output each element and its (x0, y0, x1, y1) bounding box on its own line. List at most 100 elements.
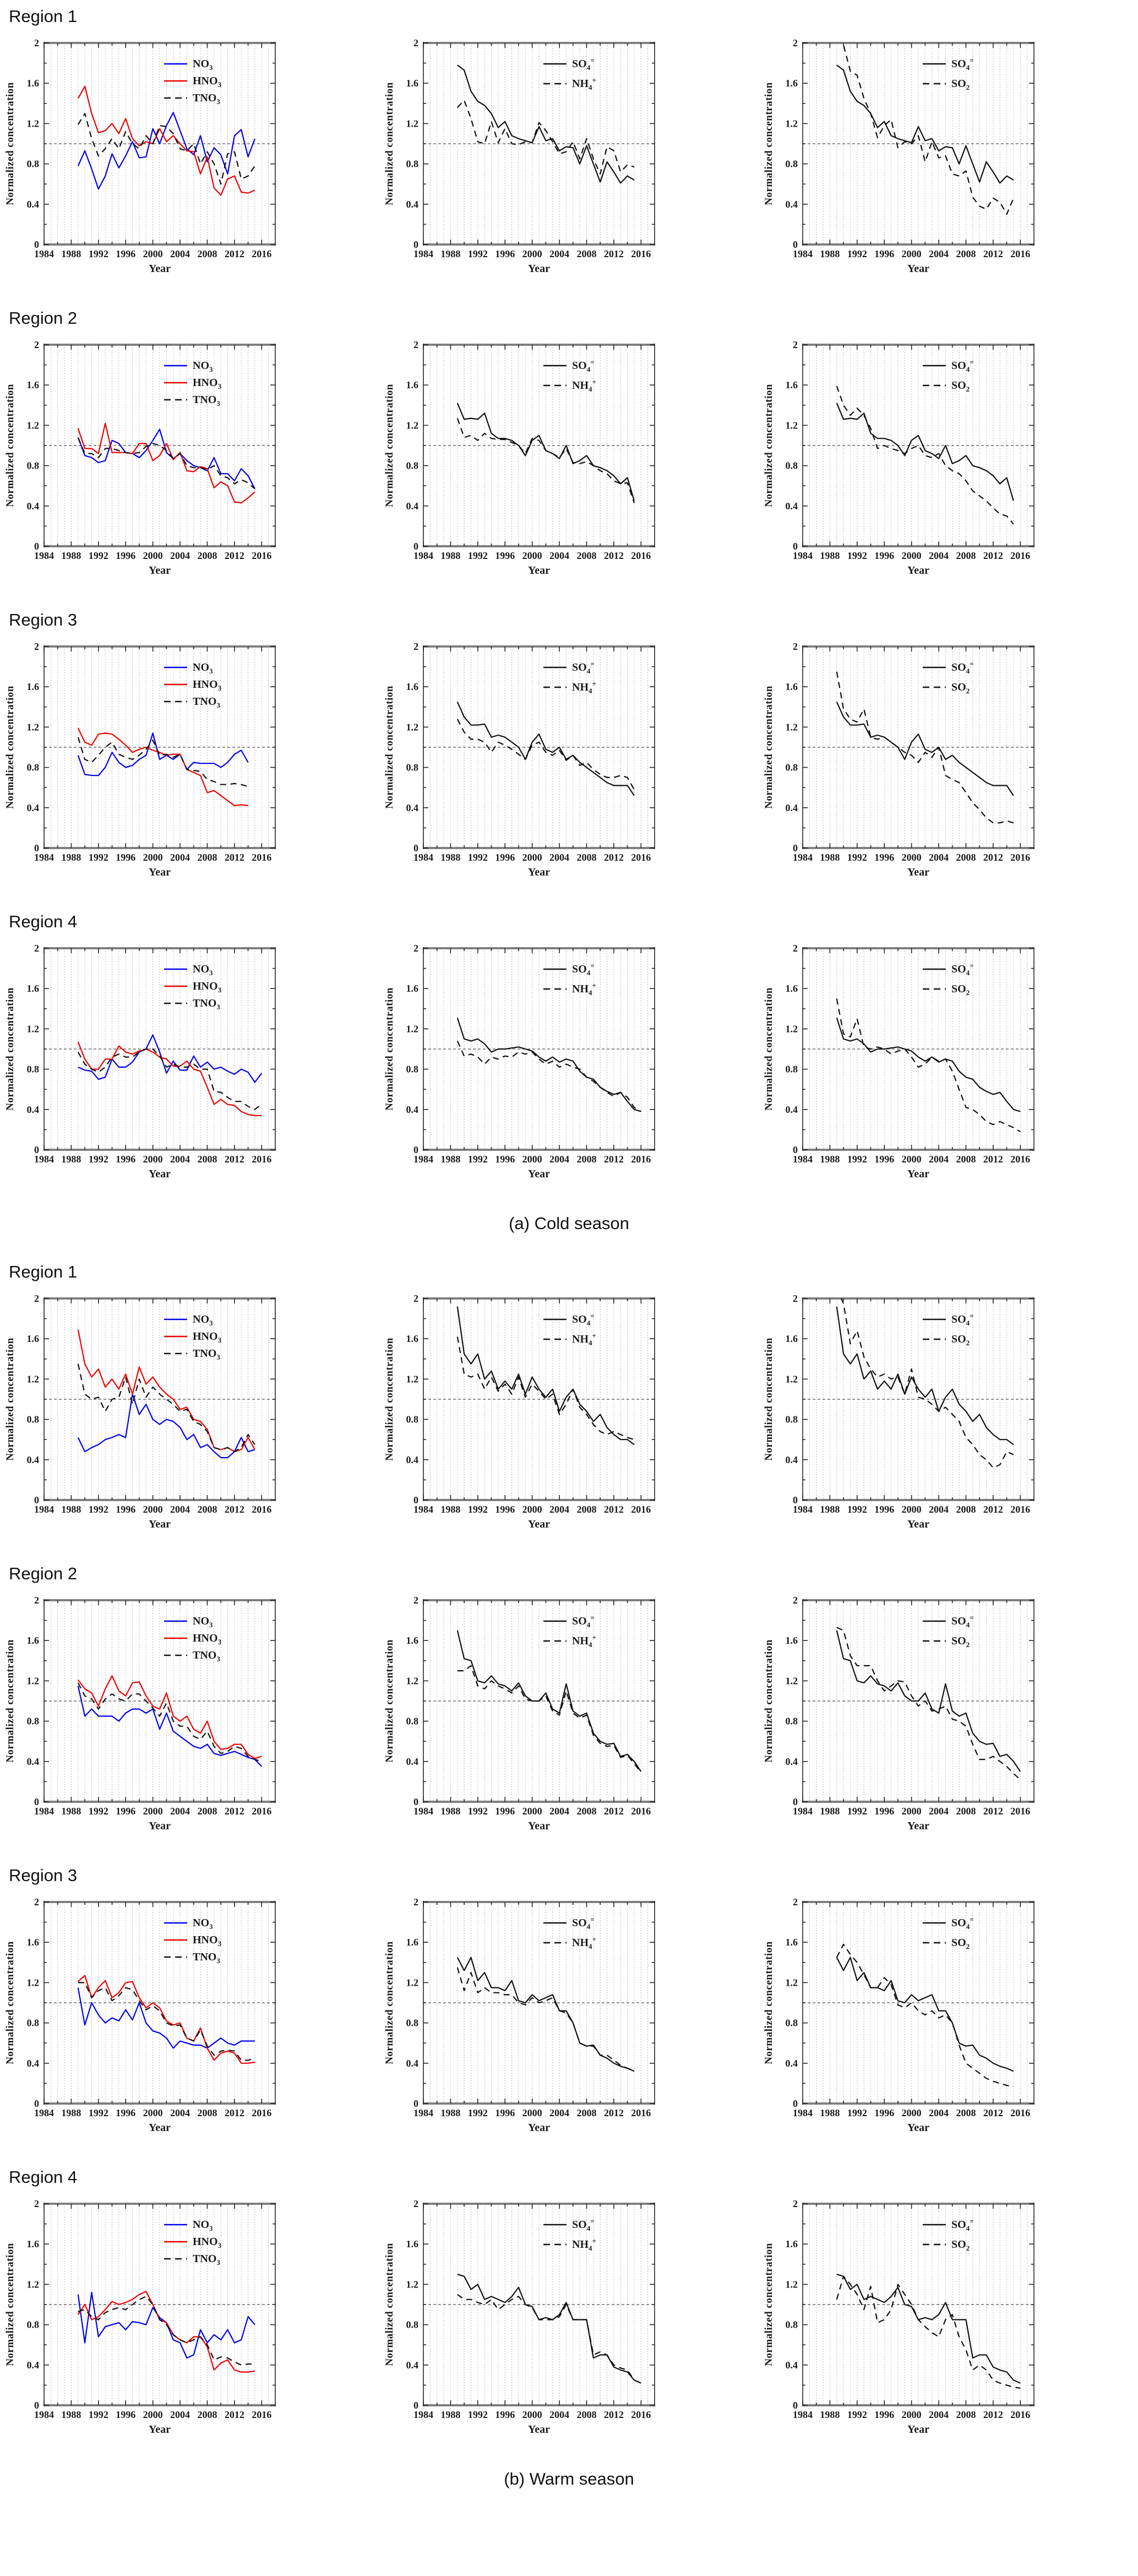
legend-label-so4: SO4= (951, 1915, 974, 1931)
x-tick-label: 2012 (983, 550, 1003, 561)
y-tick-label: 0.4 (406, 1104, 419, 1115)
region-label: Region 1 (9, 1262, 78, 1281)
chart-warm-region-4-sulfate-ammonium-panel: 1984 1988 1992 1996 2000 2004 2008 2012 2016 0 0.4… (384, 2198, 655, 2436)
region-row-warm-region-3: Region 3 1984 1988 1992 1996 2000 2004 2008 2012… (0, 1866, 1138, 2143)
y-tick-label: 0 (793, 843, 798, 854)
x-tick-label: 2000 (522, 1806, 542, 1817)
x-axis-label: Year (907, 564, 929, 577)
y-tick-label: 0.4 (27, 199, 40, 210)
x-tick-label: 1996 (495, 550, 515, 561)
x-tick-label: 2016 (631, 2107, 651, 2118)
series-so2-line (840, 1298, 1014, 1469)
x-tick-label: 1988 (440, 550, 460, 561)
x-tick-label: 1996 (874, 852, 894, 863)
y-tick-label: 1.2 (786, 721, 798, 732)
x-tick-label: 1992 (468, 1154, 488, 1165)
y-tick-label: 1.2 (27, 1023, 40, 1034)
x-tick-label: 2012 (983, 1504, 1003, 1515)
legend-label-hno3: HNO3 (193, 75, 222, 89)
y-tick-label: 0.4 (786, 1454, 798, 1465)
y-tick-label: 2 (413, 1293, 418, 1304)
legend-label-tno3: TNO3 (193, 92, 220, 106)
y-tick-label: 2 (413, 1595, 418, 1606)
x-tick-label: 1992 (847, 852, 867, 863)
x-tick-label: 2008 (197, 852, 217, 863)
x-tick-label: 2000 (143, 2409, 163, 2420)
x-tick-label: 2004 (549, 1806, 569, 1817)
y-axis-label: Normalized concentration (384, 686, 395, 809)
y-tick-label: 0.4 (27, 2360, 40, 2371)
x-tick-label: 2000 (143, 2107, 163, 2118)
panel-row: 1984 1988 1992 1996 2000 2004 2008 2012 2016 0 0.4… (0, 1593, 1138, 1841)
y-tick-label: 2 (34, 1896, 39, 1907)
x-tick-label: 1988 (820, 1504, 840, 1515)
x-tick-label: 2012 (983, 2107, 1003, 2118)
x-tick-label: 1984 (34, 248, 54, 259)
legend-label-so2: SO2 (951, 681, 970, 695)
legend-label-hno3: HNO3 (193, 678, 222, 692)
y-tick-label: 0.8 (786, 460, 798, 471)
y-tick-label: 0.8 (786, 159, 798, 170)
y-axis-label: Normalized concentration (384, 384, 395, 507)
legend-label-hno3: HNO3 (193, 1330, 222, 1344)
y-tick-label: 0.4 (406, 2058, 419, 2069)
x-axis-label: Year (149, 564, 171, 577)
y-tick-label: 1.2 (786, 1675, 798, 1686)
legend-label-no3: NO3 (193, 1917, 213, 1931)
series-tno3-line (78, 2296, 255, 2366)
chart-cold-region-1-sulfate-so2-panel: 1984 1988 1992 1996 2000 2004 2008 2012 2016 0 0.4… (763, 37, 1034, 275)
x-tick-label: 2008 (576, 550, 596, 561)
x-tick-label: 1988 (440, 248, 460, 259)
x-tick-label: 2012 (225, 1504, 244, 1515)
region-row-cold-region-2: Region 2 1984 1988 1992 1996 2000 2004 2008 2012… (0, 308, 1138, 586)
y-tick-label: 1.2 (786, 1023, 798, 1034)
y-tick-label: 0.8 (406, 1064, 419, 1075)
y-axis-label: Normalized concentration (4, 2243, 16, 2366)
y-tick-label: 2 (793, 641, 798, 652)
y-tick-label: 1.6 (786, 78, 798, 89)
x-tick-label: 1984 (793, 248, 813, 259)
x-axis-label: Year (528, 564, 550, 577)
legend-label-tno3: TNO3 (193, 1347, 220, 1361)
y-axis-label: Normalized concentration (384, 1941, 395, 2064)
x-axis-label: Year (907, 2423, 929, 2436)
y-tick-label: 0.4 (786, 1104, 798, 1115)
region-row-warm-region-1: Region 1 1984 1988 1992 1996 2000 2004 2008 2012… (0, 1262, 1138, 1540)
y-tick-label: 1.2 (786, 2279, 798, 2290)
series-no3-line (77, 732, 249, 776)
warm-season-rows: Region 1 1984 1988 1992 1996 2000 2004 2008 2012… (0, 1262, 1138, 2445)
x-tick-label: 2004 (549, 2409, 569, 2420)
y-tick-label: 2 (34, 339, 39, 350)
y-tick-label: 0.4 (406, 501, 419, 512)
chart-cold-region-4-nitrate-panel: 1984 1988 1992 1996 2000 2004 2008 2012 2016 0 0.4… (4, 943, 276, 1180)
series-nh4-line (456, 1336, 635, 1441)
series-nh4-line (457, 100, 635, 175)
y-axis-label: Normalized concentration (384, 82, 395, 205)
x-tick-label: 2008 (576, 248, 596, 259)
chart-cold-region-1-sulfate-ammonium-panel: 1984 1988 1992 1996 2000 2004 2008 2012 2016 0 0.4… (384, 37, 655, 275)
legend-label-so4: SO4= (951, 660, 974, 675)
x-tick-label: 2000 (522, 2409, 542, 2420)
y-axis-label: Normalized concentration (763, 1941, 775, 2064)
y-axis-label: Normalized concentration (4, 82, 16, 205)
x-tick-label: 1984 (413, 1154, 433, 1165)
y-tick-label: 2 (413, 641, 418, 652)
y-tick-label: 1.6 (786, 2238, 798, 2249)
x-tick-label: 1996 (495, 1154, 515, 1165)
y-tick-label: 0.4 (786, 2360, 798, 2371)
legend-label-nh4: NH4+ (572, 2237, 596, 2252)
x-tick-label: 2000 (902, 550, 922, 561)
chart-warm-region-3-sulfate-ammonium-panel: 1984 1988 1992 1996 2000 2004 2008 2012 2016 0 0.4… (384, 1896, 655, 2134)
legend-label-hno3: HNO3 (193, 1632, 222, 1646)
y-tick-label: 0.8 (786, 2018, 798, 2029)
x-tick-label: 1992 (89, 2409, 108, 2420)
series-so2-line (836, 2275, 1021, 2389)
legend-label-tno3: TNO3 (193, 1649, 220, 1663)
y-tick-label: 0.8 (406, 762, 419, 773)
panel-row: 1984 1988 1992 1996 2000 2004 2008 2012 2016 0 0.4… (0, 1291, 1138, 1540)
y-tick-label: 2 (34, 943, 39, 954)
x-tick-label: 2004 (170, 1504, 190, 1515)
chart-cold-region-1-nitrate-panel: 1984 1988 1992 1996 2000 2004 2008 2012 2016 0 0.4… (4, 37, 276, 275)
legend-label-so4: SO4= (951, 56, 974, 72)
legend-label-no3: NO3 (193, 1615, 213, 1629)
